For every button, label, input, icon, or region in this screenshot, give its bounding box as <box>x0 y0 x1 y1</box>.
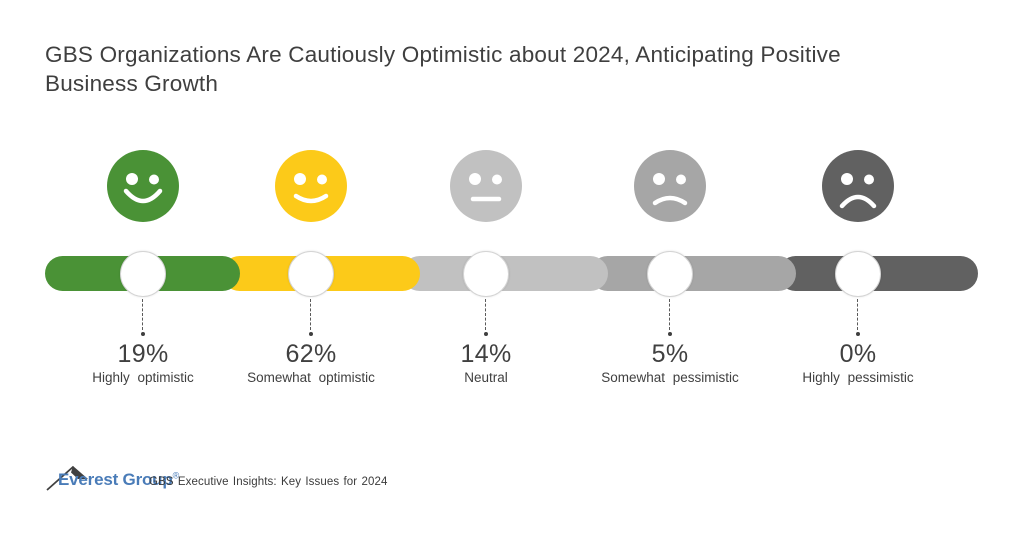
bar-marker <box>288 251 334 297</box>
category-label: Highly pessimistic <box>802 370 914 385</box>
big-smile-face-icon <box>107 150 179 222</box>
bar-marker <box>835 251 881 297</box>
marker-dash-dot <box>141 332 145 336</box>
neutral-face-icon <box>450 150 522 222</box>
category-label: Somewhat optimistic <box>247 370 375 385</box>
marker-dash-line <box>485 299 486 330</box>
marker-dash-dot <box>309 332 313 336</box>
frown-face-icon <box>634 150 706 222</box>
value-label: 14% <box>460 340 512 368</box>
category-label: Neutral <box>464 370 508 385</box>
value-label: 62% <box>285 340 337 368</box>
value-label: 19% <box>117 340 169 368</box>
chart-title: GBS Organizations Are Cautiously Optimis… <box>45 42 841 97</box>
footer: Everest Group® GBS Executive Insights: K… <box>0 452 1024 502</box>
everest-group-mountain-icon <box>46 465 88 491</box>
category-label: Somewhat pessimistic <box>601 370 739 385</box>
marker-dash-dot <box>668 332 672 336</box>
source-text: GBS Executive Insights: Key Issues for 2… <box>149 476 388 488</box>
bar-segment-somewhat-pessimistic <box>590 256 796 291</box>
registered-mark: ® <box>172 470 180 481</box>
value-label: 0% <box>839 340 877 368</box>
big-frown-face-icon <box>822 150 894 222</box>
marker-dash-line <box>669 299 670 330</box>
sentiment-chart: 19% Highly optimistic 62% Somewhat optim… <box>0 130 1024 400</box>
marker-dash-dot <box>856 332 860 336</box>
marker-dash-dot <box>484 332 488 336</box>
marker-dash-line <box>310 299 311 330</box>
brand-name: Everest Group® <box>58 470 179 490</box>
category-label: Highly optimistic <box>92 370 194 385</box>
marker-dash-line <box>857 299 858 330</box>
smile-face-icon <box>275 150 347 222</box>
bar-marker <box>463 251 509 297</box>
bar-marker <box>120 251 166 297</box>
bar-marker <box>647 251 693 297</box>
brand-text: Everest Group <box>58 470 173 489</box>
marker-dash-line <box>142 299 143 330</box>
value-label: 5% <box>651 340 689 368</box>
